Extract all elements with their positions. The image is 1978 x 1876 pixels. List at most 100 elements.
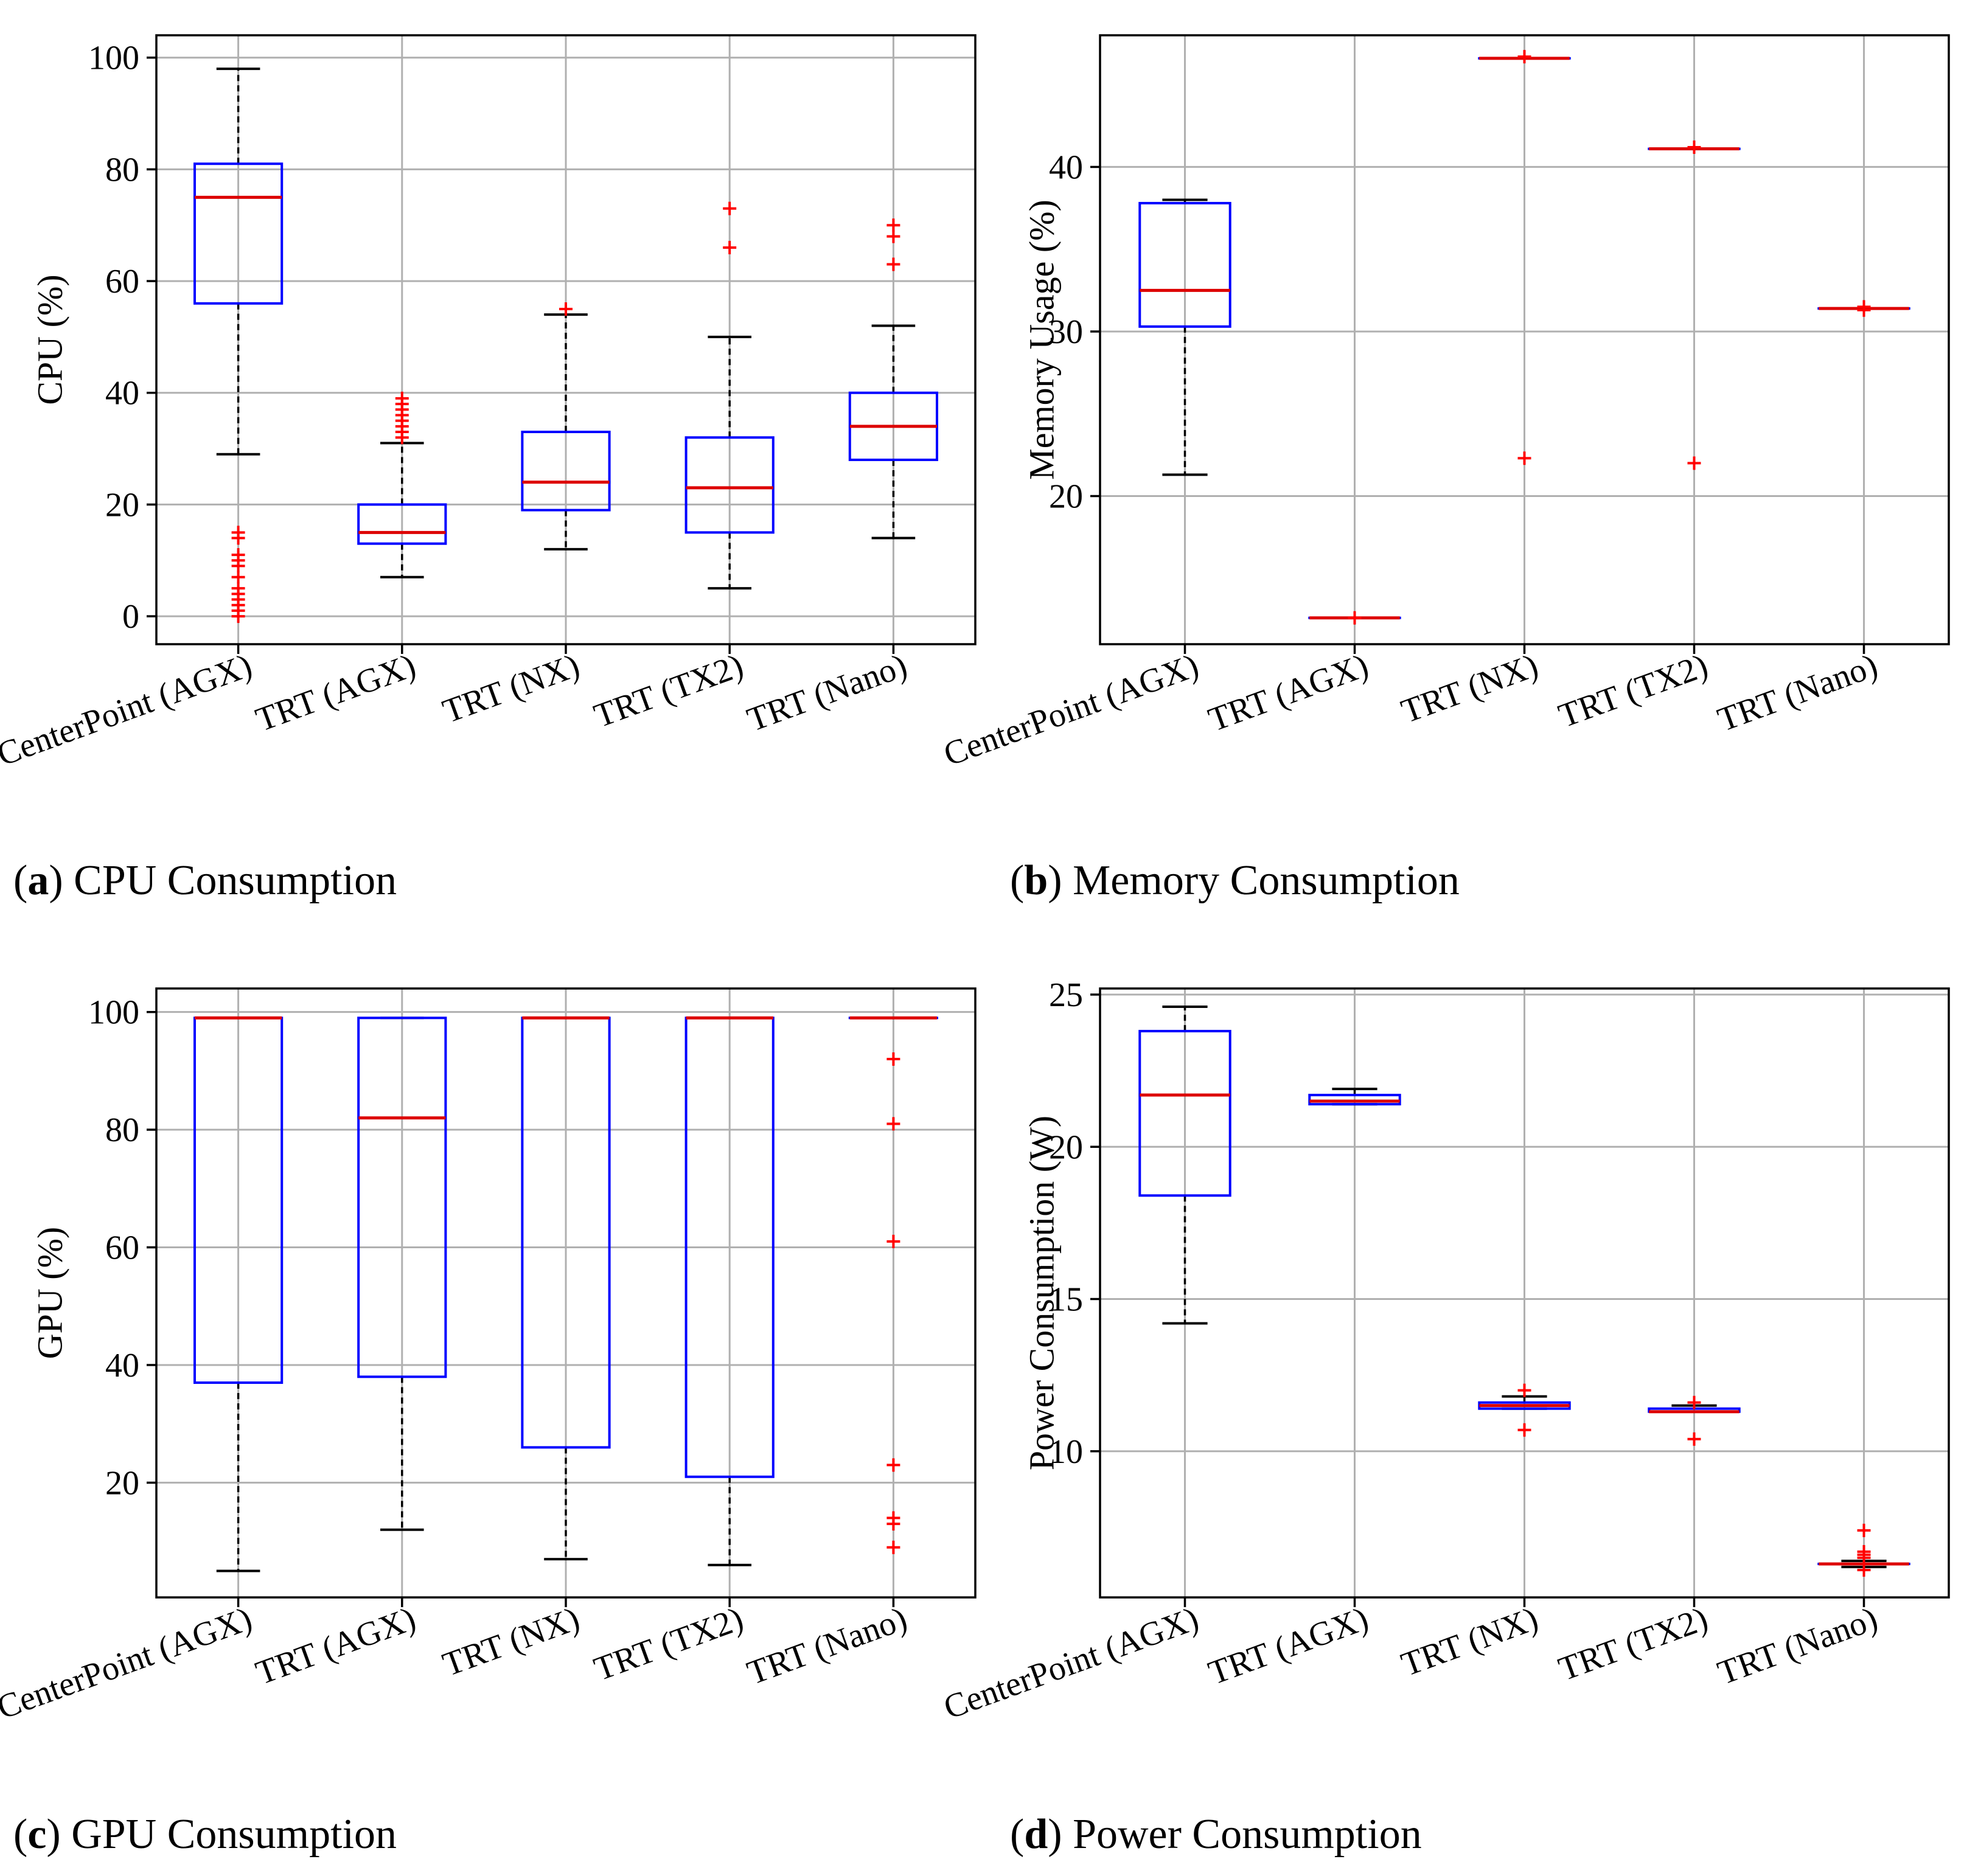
caption-paren-close: ) — [1048, 857, 1073, 904]
y-tick-label: 80 — [105, 151, 139, 189]
subfigure-caption: (a) CPU Consumption — [13, 857, 397, 904]
outlier-marker — [886, 1540, 900, 1554]
box-4 — [1648, 1395, 1741, 1446]
outlier-marker — [231, 582, 245, 596]
y-tick-label: 40 — [105, 1347, 139, 1384]
box-5 — [848, 218, 939, 540]
outlier-marker — [1857, 1523, 1871, 1537]
box-iqr — [193, 162, 284, 305]
y-axis-label: Memory Usage (%) — [1022, 200, 1062, 480]
caption-paren-open: ( — [13, 1811, 27, 1858]
caption-title: GPU Consumption — [71, 1811, 397, 1858]
box-iqr — [1138, 1030, 1231, 1197]
outlier-marker — [231, 526, 245, 540]
subfigure-caption: (c) GPU Consumption — [13, 1811, 397, 1858]
box-3 — [521, 1016, 611, 1561]
y-tick-label: 15 — [1049, 1281, 1083, 1319]
outlier-marker — [395, 391, 409, 405]
caption-paren-open: ( — [1010, 857, 1024, 904]
outlier-marker — [723, 201, 737, 215]
outlier-marker — [886, 1234, 900, 1248]
caption-paren-close: ) — [49, 857, 74, 904]
subfigure-caption: (b) Memory Consumption — [1010, 857, 1460, 904]
outlier-marker — [886, 1458, 900, 1472]
box-1 — [193, 1016, 284, 1572]
outlier-marker — [559, 302, 573, 316]
box-4 — [684, 1016, 775, 1566]
y-tick-label: 80 — [105, 1111, 139, 1149]
outlier-marker — [886, 257, 900, 271]
outlier-marker — [1517, 1383, 1531, 1397]
y-axis-label: Power Consumption (W) — [1022, 1116, 1062, 1470]
box-iqr — [521, 431, 611, 512]
y-axis-label: CPU (%) — [30, 274, 70, 405]
outlier-marker — [1517, 1423, 1531, 1437]
box-3 — [1478, 50, 1571, 465]
box-iqr — [1308, 1094, 1401, 1106]
outlier-marker — [886, 229, 900, 243]
subfigure-caption: (d) Power Consumption — [1010, 1811, 1422, 1858]
y-tick-label: 10 — [1049, 1433, 1083, 1471]
outlier-marker — [1857, 1544, 1871, 1558]
caption-title: CPU Consumption — [74, 857, 397, 904]
outlier-marker — [886, 218, 900, 232]
outlier-marker — [886, 1052, 900, 1066]
outlier-marker — [1857, 300, 1871, 314]
outlier-marker — [1687, 1395, 1701, 1409]
box-5 — [1817, 300, 1910, 317]
y-tick-label: 30 — [1049, 313, 1083, 351]
caption-paren-open: ( — [1010, 1811, 1024, 1858]
caption-paren-close: ) — [1048, 1811, 1073, 1858]
box-2 — [1308, 611, 1401, 625]
box-1 — [1138, 1006, 1231, 1325]
y-tick-label: 20 — [105, 486, 139, 524]
box-3 — [521, 302, 611, 551]
y-tick-label: 20 — [1049, 478, 1083, 516]
caption-letter: c — [27, 1811, 46, 1858]
outlier-marker — [1517, 50, 1531, 64]
y-tick-label: 20 — [1049, 1128, 1083, 1166]
y-tick-label: 60 — [105, 263, 139, 301]
box-1 — [1138, 198, 1231, 476]
y-tick-label: 25 — [1049, 976, 1083, 1014]
y-axis-label: GPU (%) — [30, 1227, 70, 1359]
outlier-marker — [231, 548, 245, 562]
outlier-marker — [886, 1511, 900, 1525]
box-4 — [1648, 140, 1741, 470]
box-iqr — [684, 436, 775, 534]
outlier-marker — [886, 1117, 900, 1131]
box-iqr — [357, 1016, 447, 1378]
outlier-marker — [1517, 451, 1531, 465]
box-5 — [848, 1016, 939, 1554]
caption-paren-close: ) — [46, 1811, 71, 1858]
box-iqr — [1138, 201, 1231, 328]
y-tick-label: 20 — [105, 1464, 139, 1502]
box-1 — [193, 68, 284, 624]
outlier-marker — [1687, 456, 1701, 470]
box-2 — [357, 1016, 447, 1531]
y-tick-label: 100 — [88, 40, 139, 77]
y-tick-label: 60 — [105, 1229, 139, 1267]
box-5 — [1817, 1523, 1910, 1577]
box-2 — [1308, 1088, 1401, 1106]
box-4 — [684, 201, 775, 590]
caption-title: Memory Consumption — [1073, 857, 1460, 904]
y-tick-label: 0 — [122, 598, 139, 636]
box-2 — [357, 391, 447, 578]
box-iqr — [357, 503, 447, 545]
y-tick-label: 40 — [105, 375, 139, 412]
caption-letter: a — [27, 857, 49, 904]
outlier-marker — [231, 570, 245, 584]
outlier-marker — [723, 240, 737, 254]
caption-letter: d — [1024, 1811, 1048, 1858]
box-3 — [1478, 1383, 1571, 1437]
caption-letter: b — [1024, 857, 1048, 904]
y-tick-label: 40 — [1049, 148, 1083, 186]
caption-title: Power Consumption — [1073, 1811, 1422, 1858]
outlier-marker — [1857, 1563, 1871, 1577]
outlier-marker — [1687, 140, 1701, 154]
outlier-marker — [1348, 611, 1362, 625]
outlier-marker — [1687, 1432, 1701, 1446]
